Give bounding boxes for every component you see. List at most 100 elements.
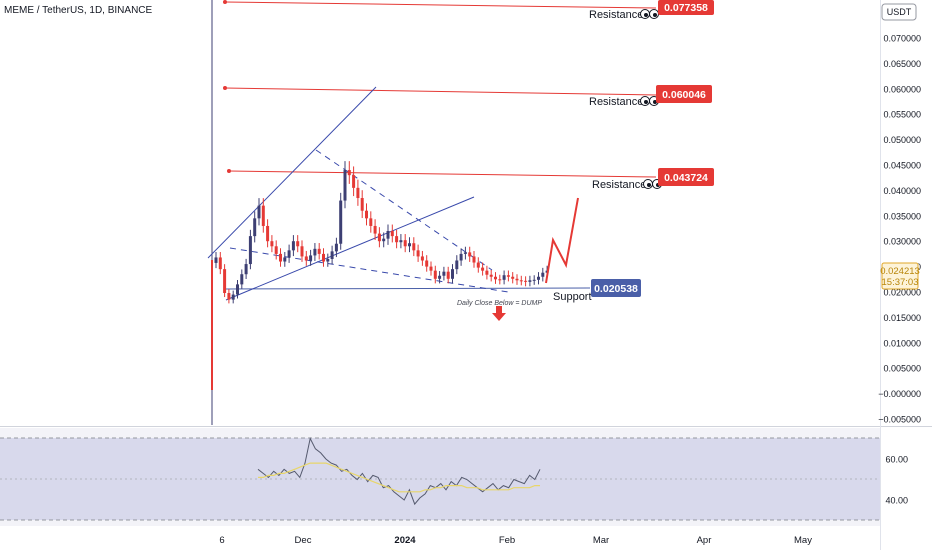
price-tick-label: 0.045000	[883, 161, 921, 171]
candle-body	[227, 293, 231, 300]
candle-body	[300, 246, 304, 257]
resistance-line-2	[224, 87, 657, 96]
candle-body	[296, 241, 300, 247]
resistance-price-3: 0.043724	[664, 172, 708, 184]
rsi-axis[interactable]: 60.00 40.00	[885, 455, 908, 506]
candle-body	[369, 218, 373, 226]
candle-body	[266, 225, 270, 242]
price-tick-label: 0.040000	[883, 186, 921, 196]
candle-body	[274, 246, 278, 254]
rsi-tick-label: 60.00	[885, 455, 908, 465]
resistance-label-2: Resistance	[589, 96, 643, 108]
candle-body	[270, 241, 274, 247]
dump-note: Daily Close Below = DUMP	[457, 300, 542, 307]
price-tick-label: 0.055000	[883, 110, 921, 120]
candle-body	[223, 269, 227, 294]
candle-body	[481, 267, 485, 271]
candle-body	[287, 250, 291, 258]
candle-body	[433, 270, 437, 279]
price-tick-label: 0.060000	[883, 84, 921, 94]
candle-body	[244, 264, 248, 275]
price-tick-label: −0.005000	[878, 415, 921, 425]
candle-body	[403, 240, 407, 247]
support-line	[224, 287, 591, 290]
candle-body	[291, 241, 295, 251]
candle-body	[459, 253, 463, 261]
price-tick-label: 0.005000	[883, 364, 921, 374]
currency-badge[interactable]	[881, 3, 917, 21]
projection-path	[545, 197, 579, 284]
candle-body	[519, 280, 523, 282]
candle-body	[377, 233, 381, 242]
candle-body	[489, 274, 493, 277]
resistance-price-2: 0.060046	[662, 89, 706, 101]
resistance-price-1: 0.077358	[664, 2, 708, 14]
candle-body	[352, 175, 356, 188]
resistance-price-tag-1	[658, 0, 714, 15]
candle-body	[446, 271, 450, 279]
candle-body	[253, 218, 257, 237]
price-tick-label: 0.020000	[883, 288, 921, 298]
channel-upper-trendline	[207, 86, 377, 259]
candle-body	[248, 236, 252, 265]
candle-body	[339, 200, 343, 244]
candle-body	[347, 170, 351, 176]
time-tick-label: 2024	[394, 535, 416, 546]
resistance-label-1: Resistance	[589, 9, 643, 21]
resistance-anchor-3	[227, 169, 231, 173]
candle-body	[395, 236, 399, 243]
candle-body	[420, 256, 424, 261]
candle-body	[408, 243, 411, 247]
candle-body	[429, 266, 433, 271]
resistance-line-1	[224, 1, 657, 9]
time-tick-label: Dec	[295, 535, 312, 546]
channel-lower-trendline	[225, 196, 475, 301]
candle-body	[463, 252, 467, 254]
price-tick-label: 0.010000	[883, 338, 921, 348]
candle-body	[304, 256, 308, 261]
candle-body	[279, 253, 282, 262]
countdown: 15:37:03	[882, 277, 919, 288]
price-axis[interactable]: 0.070000 0.065000 0.060000 0.055000 0.050000…	[878, 34, 921, 425]
support-price-tag	[591, 279, 641, 297]
price-tick-label: 0.030000	[883, 237, 921, 247]
candle-body	[455, 260, 459, 270]
candle-body	[373, 225, 377, 234]
candle-body	[257, 205, 261, 219]
candle-body	[356, 187, 360, 199]
candle-body	[451, 269, 454, 279]
candle-body	[317, 248, 321, 254]
candle-body	[494, 276, 497, 280]
candle-body	[468, 252, 472, 257]
time-tick-label: 6	[219, 535, 224, 546]
candle-body	[537, 276, 540, 280]
candle-body	[360, 198, 364, 211]
candle-body	[330, 251, 334, 259]
candle-body	[343, 170, 347, 201]
down-arrow-icon	[492, 306, 506, 321]
time-axis[interactable]: 6 Dec 2024 Feb Mar Apr May	[219, 535, 812, 546]
time-tick-label: Apr	[697, 535, 712, 546]
rsi-ma-line	[258, 462, 540, 493]
candles-group	[214, 161, 549, 304]
candle-body	[425, 260, 429, 267]
candle-body	[476, 262, 480, 268]
price-pane	[0, 0, 880, 425]
rsi-tick-label: 40.00	[885, 496, 908, 506]
candle-body	[390, 231, 394, 237]
price-tick-label: 0.035000	[883, 211, 921, 221]
time-tick-label: May	[794, 535, 812, 546]
candle-body	[236, 284, 239, 295]
price-tick-label: 0.065000	[883, 59, 921, 69]
rsi-line	[257, 437, 541, 506]
candle-body	[472, 256, 476, 263]
candle-body	[524, 280, 528, 282]
candle-body	[511, 276, 515, 279]
current-price: 0.024213	[880, 266, 920, 277]
candle-body	[498, 279, 502, 281]
candle-body	[532, 279, 536, 281]
price-tick-label: 0.050000	[883, 135, 921, 145]
candle-body	[382, 238, 386, 242]
candle-body	[528, 280, 532, 282]
